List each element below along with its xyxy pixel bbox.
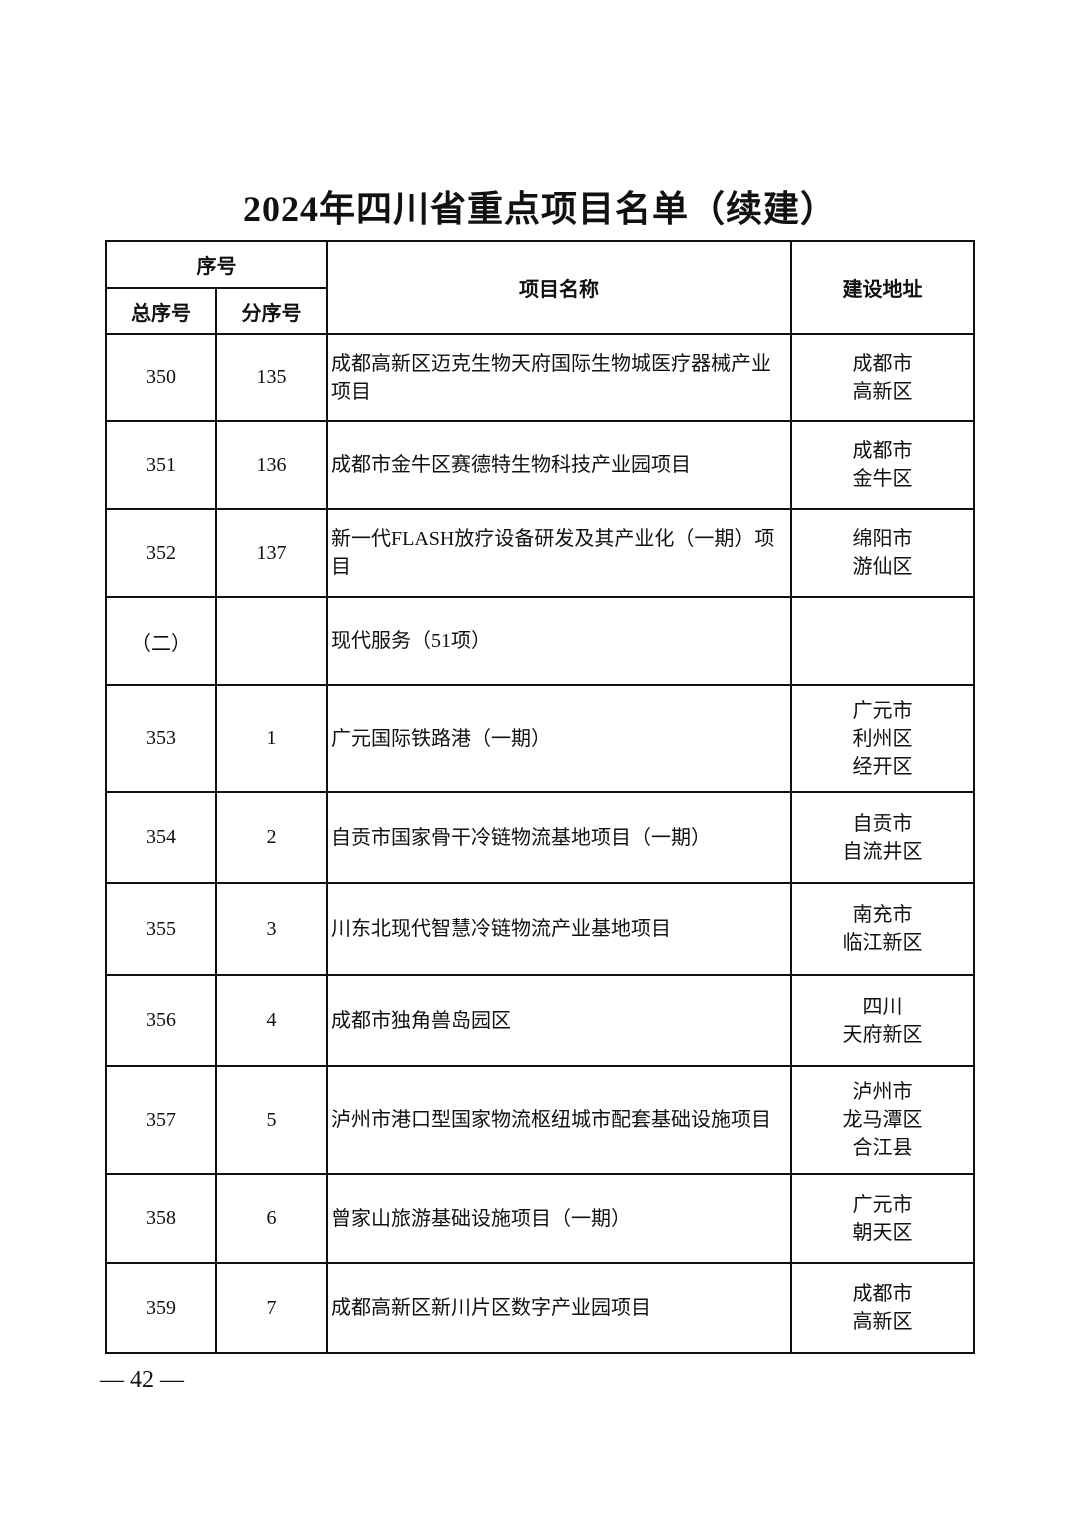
location-cell: 四川 天府新区 <box>790 974 975 1067</box>
project-name-cell: 成都高新区迈克生物天府国际生物城医疗器械产业项目 <box>326 333 792 422</box>
sub-seq-cell: 135 <box>215 333 328 422</box>
project-name-cell: 川东北现代智慧冷链物流产业基地项目 <box>326 882 792 976</box>
total-seq-cell: 357 <box>105 1065 217 1175</box>
table-row: 352 137 新一代FLASH放疗设备研发及其产业化（一期）项目 绵阳市 游仙区 <box>105 508 975 598</box>
project-name-cell: 成都市金牛区赛德特生物科技产业园项目 <box>326 420 792 510</box>
sub-seq-cell: 4 <box>215 974 328 1067</box>
total-seq-cell: 359 <box>105 1262 217 1354</box>
location-cell: 泸州市 龙马潭区 合江县 <box>790 1065 975 1175</box>
project-name-cell: 成都市独角兽岛园区 <box>326 974 792 1067</box>
table-row: 359 7 成都高新区新川片区数字产业园项目 成都市 高新区 <box>105 1262 975 1354</box>
project-name-cell: 成都高新区新川片区数字产业园项目 <box>326 1262 792 1354</box>
total-seq-cell: 350 <box>105 333 217 422</box>
project-table: 序号 项目名称 建设地址 总序号 分序号 350 135 成都高新区迈克生物天府国际… <box>105 240 975 1354</box>
table-row: 358 6 曾家山旅游基础设施项目（一期） 广元市 朝天区 <box>105 1173 975 1264</box>
project-name-cell: 曾家山旅游基础设施项目（一期） <box>326 1173 792 1264</box>
header-sub-seq: 分序号 <box>215 287 328 335</box>
sub-seq-cell: 7 <box>215 1262 328 1354</box>
total-seq-cell: 355 <box>105 882 217 976</box>
location-cell: 自贡市 自流井区 <box>790 791 975 884</box>
location-cell: 成都市 金牛区 <box>790 420 975 510</box>
location-cell: 成都市 高新区 <box>790 1262 975 1354</box>
location-cell: 南充市 临江新区 <box>790 882 975 976</box>
header-project-name: 项目名称 <box>326 240 792 335</box>
location-cell <box>790 596 975 686</box>
project-name-cell: 自贡市国家骨干冷链物流基地项目（一期） <box>326 791 792 884</box>
location-cell: 成都市 高新区 <box>790 333 975 422</box>
total-seq-cell: 358 <box>105 1173 217 1264</box>
table-row: （二） 现代服务（51项） <box>105 596 975 686</box>
sub-seq-cell: 3 <box>215 882 328 976</box>
project-name-cell: 现代服务（51项） <box>326 596 792 686</box>
location-cell: 绵阳市 游仙区 <box>790 508 975 598</box>
total-seq-cell: 354 <box>105 791 217 884</box>
total-seq-cell: 356 <box>105 974 217 1067</box>
table-row: 351 136 成都市金牛区赛德特生物科技产业园项目 成都市 金牛区 <box>105 420 975 510</box>
total-seq-cell: 352 <box>105 508 217 598</box>
table-row: 355 3 川东北现代智慧冷链物流产业基地项目 南充市 临江新区 <box>105 882 975 976</box>
location-cell: 广元市 利州区 经开区 <box>790 684 975 793</box>
project-name-cell: 泸州市港口型国家物流枢纽城市配套基础设施项目 <box>326 1065 792 1175</box>
table-row: 354 2 自贡市国家骨干冷链物流基地项目（一期） 自贡市 自流井区 <box>105 791 975 884</box>
table-row: 357 5 泸州市港口型国家物流枢纽城市配套基础设施项目 泸州市 龙马潭区 合江县 <box>105 1065 975 1175</box>
sub-seq-cell <box>215 596 328 686</box>
sub-seq-cell: 1 <box>215 684 328 793</box>
total-seq-cell: （二） <box>105 596 217 686</box>
header-total-seq: 总序号 <box>105 287 217 335</box>
header-location: 建设地址 <box>790 240 975 335</box>
location-cell: 广元市 朝天区 <box>790 1173 975 1264</box>
table-row: 350 135 成都高新区迈克生物天府国际生物城医疗器械产业项目 成都市 高新区 <box>105 333 975 422</box>
sub-seq-cell: 2 <box>215 791 328 884</box>
page-number: — 42 — <box>100 1367 184 1393</box>
sub-seq-cell: 137 <box>215 508 328 598</box>
project-name-cell: 新一代FLASH放疗设备研发及其产业化（一期）项目 <box>326 508 792 598</box>
header-seq-group: 序号 <box>105 240 328 289</box>
sub-seq-cell: 5 <box>215 1065 328 1175</box>
table-row: 356 4 成都市独角兽岛园区 四川 天府新区 <box>105 974 975 1067</box>
total-seq-cell: 351 <box>105 420 217 510</box>
page-title: 2024年四川省重点项目名单（续建） <box>242 189 837 229</box>
table-row: 353 1 广元国际铁路港（一期） 广元市 利州区 经开区 <box>105 684 975 793</box>
sub-seq-cell: 136 <box>215 420 328 510</box>
project-name-cell: 广元国际铁路港（一期） <box>326 684 792 793</box>
sub-seq-cell: 6 <box>215 1173 328 1264</box>
total-seq-cell: 353 <box>105 684 217 793</box>
